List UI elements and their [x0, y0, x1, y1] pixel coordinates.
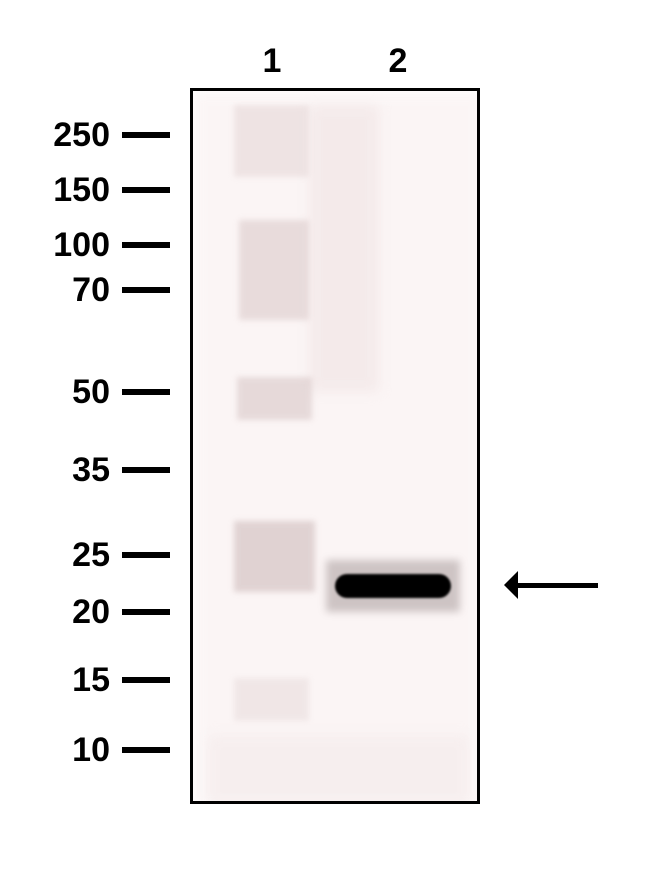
- lane-1-label: 1: [252, 42, 292, 81]
- lane-2-label: 2: [378, 42, 418, 81]
- marker-label-7: 20: [0, 595, 110, 629]
- marker-tick-6: [122, 552, 170, 558]
- blot-membrane-frame: [190, 88, 480, 804]
- lane1-smear-2: [237, 377, 312, 420]
- lane1-smear-0: [234, 105, 309, 177]
- target-arrow-head-icon: [504, 571, 518, 599]
- marker-tick-0: [122, 132, 170, 138]
- marker-tick-7: [122, 609, 170, 615]
- lane1-smear-4: [234, 678, 309, 721]
- lane2-target-band: [335, 574, 451, 598]
- marker-tick-3: [122, 287, 170, 293]
- marker-tick-1: [122, 187, 170, 193]
- marker-tick-4: [122, 389, 170, 395]
- lane1-smear-1: [239, 220, 309, 320]
- marker-label-8: 15: [0, 663, 110, 697]
- target-arrow-shaft: [518, 583, 598, 588]
- marker-label-3: 70: [0, 273, 110, 307]
- marker-label-2: 100: [0, 228, 110, 262]
- marker-tick-9: [122, 747, 170, 753]
- tint-2: [208, 735, 469, 804]
- marker-label-1: 150: [0, 173, 110, 207]
- marker-tick-2: [122, 242, 170, 248]
- marker-label-0: 250: [0, 118, 110, 152]
- western-blot-figure: 1 2 250 150 100 70 50 35 25 20 15 10: [0, 0, 650, 870]
- marker-tick-5: [122, 467, 170, 473]
- marker-label-6: 25: [0, 538, 110, 572]
- lane1-smear-3: [234, 521, 315, 593]
- marker-tick-8: [122, 677, 170, 683]
- marker-label-9: 10: [0, 733, 110, 767]
- marker-label-5: 35: [0, 453, 110, 487]
- tint-1: [309, 105, 379, 391]
- marker-label-4: 50: [0, 375, 110, 409]
